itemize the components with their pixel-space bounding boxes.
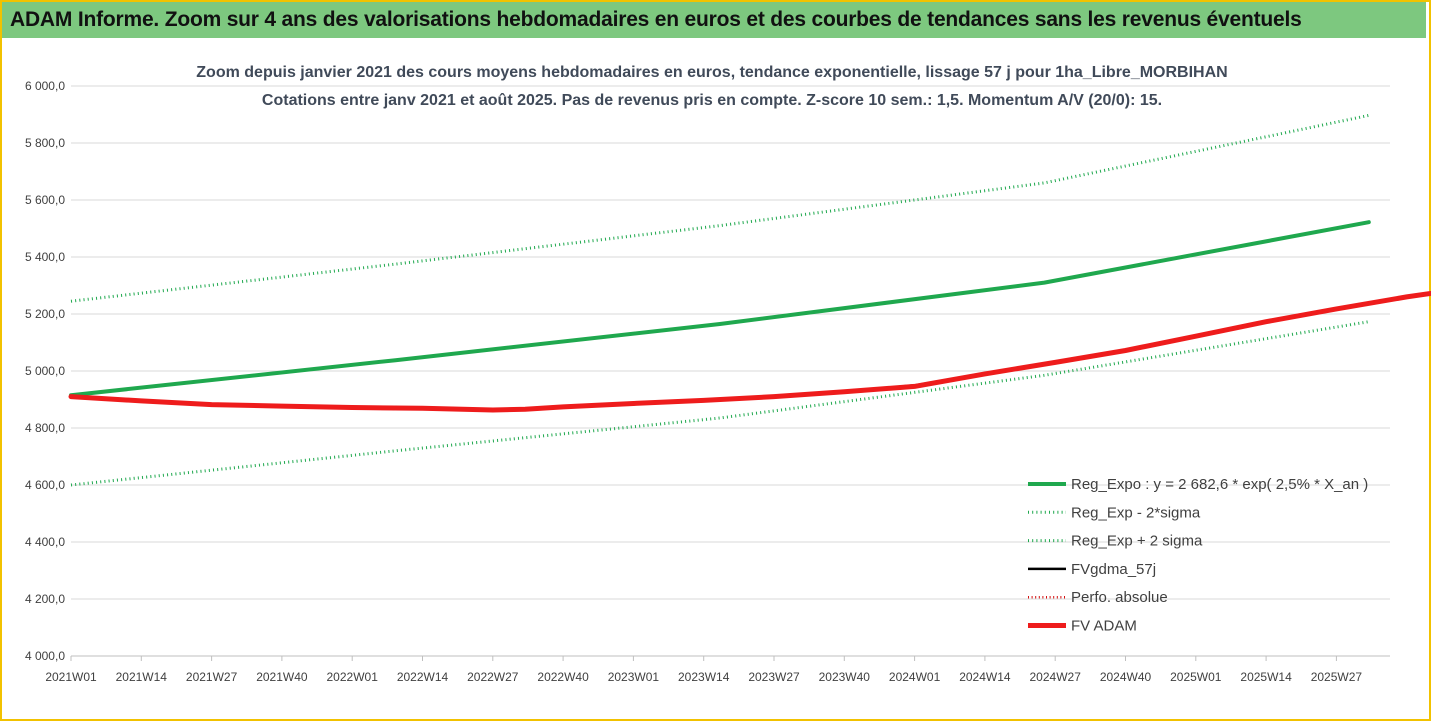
x-tick-label: 2023W27 bbox=[748, 670, 800, 684]
x-tick-label: 2022W40 bbox=[537, 670, 589, 684]
x-tick-label: 2022W14 bbox=[397, 670, 449, 684]
x-tick-label: 2021W27 bbox=[186, 670, 238, 684]
x-tick-label: 2024W01 bbox=[889, 670, 941, 684]
x-tick-label: 2024W40 bbox=[1100, 670, 1152, 684]
y-tick-label: 4 400,0 bbox=[25, 535, 65, 549]
x-tick-label: 2021W14 bbox=[116, 670, 168, 684]
y-tick-label: 4 800,0 bbox=[25, 421, 65, 435]
y-tick-label: 4 600,0 bbox=[25, 478, 65, 492]
legend-label: FV ADAM bbox=[1071, 618, 1137, 635]
x-tick-label: 2021W01 bbox=[45, 670, 97, 684]
x-tick-label: 2022W27 bbox=[467, 670, 519, 684]
y-tick-label: 4 200,0 bbox=[25, 592, 65, 606]
series-line-0 bbox=[69, 220, 1371, 398]
x-tick-label: 2023W14 bbox=[678, 670, 730, 684]
series-line-3 bbox=[69, 292, 1431, 412]
y-tick-label: 5 200,0 bbox=[25, 307, 65, 321]
legend-label: Reg_Exp - 2*sigma bbox=[1071, 504, 1201, 521]
y-tick-label: 6 000,0 bbox=[25, 79, 65, 93]
x-tick-label: 2025W01 bbox=[1170, 670, 1222, 684]
legend-label: Reg_Expo : y = 2 682,6 * exp( 2,5% * X_a… bbox=[1071, 476, 1368, 493]
x-tick-label: 2021W40 bbox=[256, 670, 308, 684]
y-tick-label: 4 000,0 bbox=[25, 649, 65, 663]
y-tick-label: 5 800,0 bbox=[25, 136, 65, 150]
legend-label: Reg_Exp + 2 sigma bbox=[1071, 533, 1203, 550]
legend-label: Perfo. absolue bbox=[1071, 589, 1168, 606]
report-banner: ADAM Informe. Zoom sur 4 ans des valoris… bbox=[2, 2, 1426, 38]
x-tick-label: 2025W27 bbox=[1311, 670, 1363, 684]
y-tick-label: 5 600,0 bbox=[25, 193, 65, 207]
x-tick-label: 2024W27 bbox=[1030, 670, 1082, 684]
x-tick-label: 2022W01 bbox=[327, 670, 379, 684]
x-tick-label: 2023W40 bbox=[819, 670, 871, 684]
x-tick-label: 2024W14 bbox=[959, 670, 1011, 684]
y-tick-label: 5 000,0 bbox=[25, 364, 65, 378]
series-line-5 bbox=[68, 290, 1431, 413]
x-tick-label: 2023W01 bbox=[608, 670, 660, 684]
chart-title-line1: Zoom depuis janvier 2021 des cours moyen… bbox=[196, 64, 1227, 81]
report-title: ADAM Informe. Zoom sur 4 ans des valoris… bbox=[10, 8, 1302, 31]
y-tick-label: 5 400,0 bbox=[25, 250, 65, 264]
legend-label: FVgdma_57j bbox=[1071, 561, 1156, 578]
chart-title-line2: Cotations entre janv 2021 et août 2025. … bbox=[262, 92, 1162, 109]
x-tick-label: 2025W14 bbox=[1240, 670, 1292, 684]
